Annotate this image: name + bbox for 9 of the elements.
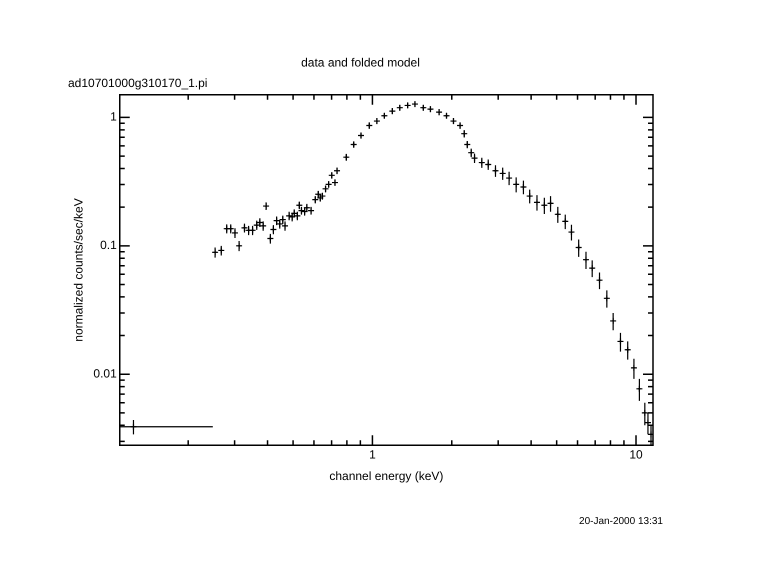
y-axis-title: normalized counts/sec/keV bbox=[72, 198, 86, 342]
chart-subtitle: ad10701000g310170_1.pi bbox=[68, 76, 208, 90]
x-tick-label: 10 bbox=[629, 448, 644, 462]
text: 20-Jan-2000 13:31 bbox=[579, 516, 663, 527]
chart-title: data and folded model bbox=[301, 56, 420, 70]
y-tick-label: 0.01 bbox=[93, 366, 118, 381]
y-tick-label: 1 bbox=[110, 110, 118, 124]
x-axis-title: channel energy (keV) bbox=[329, 469, 444, 484]
y-tick-label: 0.1 bbox=[100, 238, 118, 252]
